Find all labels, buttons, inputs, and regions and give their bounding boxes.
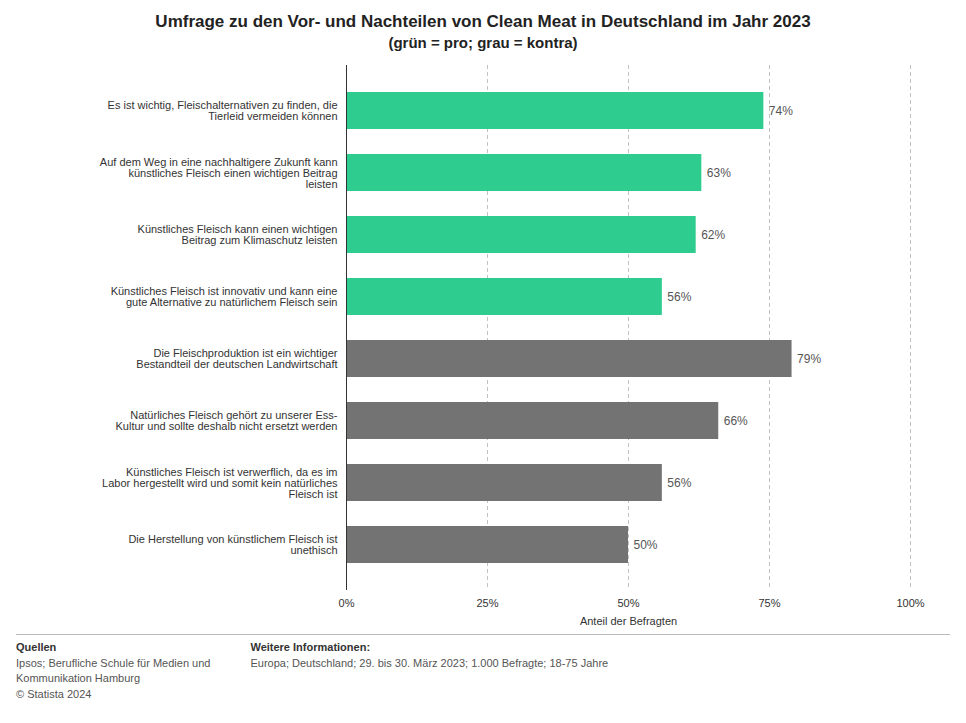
svg-text:56%: 56% <box>667 476 691 490</box>
html-text:Europa; Deutschland; 29. bis 3: Europa; Deutschland; 29. bis 30. März 20… <box>250 657 609 669</box>
svg-text:79%: 79% <box>797 352 821 366</box>
svg-text:75%: 75% <box>758 597 780 609</box>
svg-text:Künstliches Fleisch kann einen: Künstliches Fleisch kann einen wichtigen… <box>138 223 338 246</box>
svg-text:50%: 50% <box>617 597 639 609</box>
svg-text:Natürliches Fleisch gehört zu: Natürliches Fleisch gehört zu unserer Es… <box>116 409 338 432</box>
svg-text:62%: 62% <box>701 228 725 242</box>
html-text:Weitere Informationen:: Weitere Informationen: <box>250 641 370 653</box>
svg-text:Anteil der Befragten: Anteil der Befragten <box>580 615 677 627</box>
svg-text:Künstliches Fleisch ist verwer: Künstliches Fleisch ist verwerflich, da … <box>102 466 338 500</box>
svg-text:0%: 0% <box>339 597 355 609</box>
svg-text:66%: 66% <box>724 414 748 428</box>
svg-text:100%: 100% <box>896 597 924 609</box>
svg-text:25%: 25% <box>476 597 498 609</box>
svg-text:Die Fleischproduktion ist ein: Die Fleischproduktion ist ein wichtigerB… <box>136 347 338 370</box>
html-text:(grün = pro; grau = kontra): (grün = pro; grau = kontra) <box>388 34 578 51</box>
html-text:Quellen: Quellen <box>16 641 57 653</box>
svg-text:56%: 56% <box>667 290 691 304</box>
svg-text:Die Herstellung von künstliche: Die Herstellung von künstlichem Fleisch … <box>128 533 337 556</box>
html-text:Ipsos; Berufliche Schule für M: Ipsos; Berufliche Schule für Medien und … <box>16 657 211 700</box>
svg-text:Es ist wichtig, Fleischalterna: Es ist wichtig, Fleischalternativen zu f… <box>108 99 338 122</box>
svg-text:Auf dem Weg in eine nachhaltig: Auf dem Weg in eine nachhaltigere Zukunf… <box>100 156 338 190</box>
svg-text:74%: 74% <box>769 104 793 118</box>
svg-text:50%: 50% <box>634 538 658 552</box>
svg-text:63%: 63% <box>707 166 731 180</box>
svg-text:Künstliches Fleisch ist innova: Künstliches Fleisch ist innovativ und ka… <box>111 285 338 308</box>
html-text:Umfrage zu den Vor- und Nachte: Umfrage zu den Vor- und Nachteilen von C… <box>155 12 811 31</box>
